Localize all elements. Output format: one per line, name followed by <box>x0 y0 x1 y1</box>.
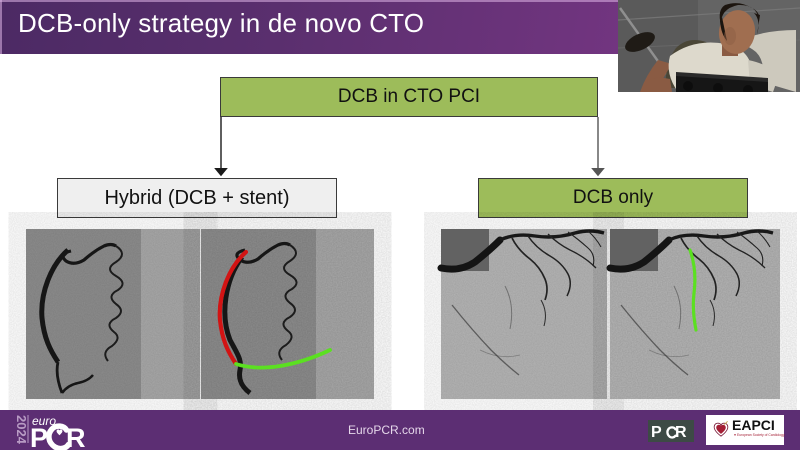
svg-text:P: P <box>651 424 662 441</box>
svg-text:2024: 2024 <box>14 415 29 445</box>
svg-text:P: P <box>30 423 48 450</box>
svg-text:R: R <box>675 424 687 441</box>
svg-text:R: R <box>66 423 86 450</box>
